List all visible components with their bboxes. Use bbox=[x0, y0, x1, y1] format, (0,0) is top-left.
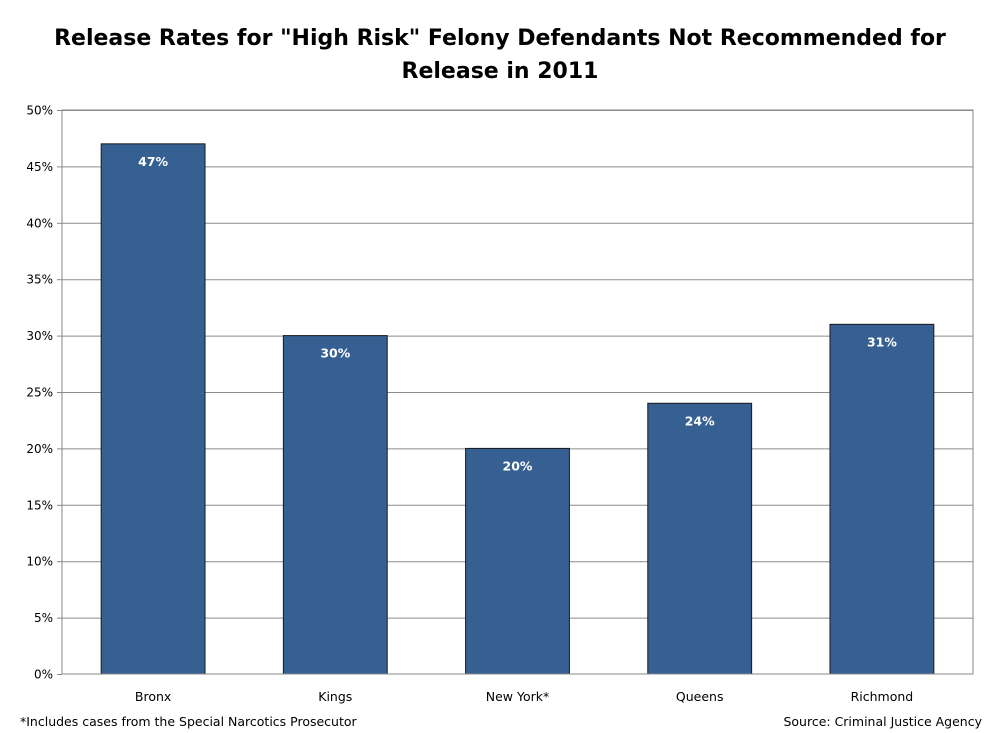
data-label: 30% bbox=[320, 346, 350, 361]
bar-new-york bbox=[465, 447, 570, 675]
bar-richmond bbox=[829, 323, 935, 675]
axes: 0% 5% 10% 15% 20% 25% 30% 35% 40% 45% 50% Bronx King… bbox=[26, 104, 974, 704]
y-tick-label: 40% bbox=[26, 216, 53, 230]
footnote: *Includes cases from the Special Narcoti… bbox=[20, 714, 357, 729]
x-category-label: Kings bbox=[318, 689, 352, 704]
x-category-label: Bronx bbox=[135, 689, 171, 704]
bar-kings bbox=[282, 335, 388, 675]
data-label: 24% bbox=[685, 413, 715, 428]
y-tick-label: 20% bbox=[26, 442, 53, 456]
data-label: 31% bbox=[867, 334, 897, 349]
bar-queens bbox=[647, 402, 753, 675]
x-category-label: Richmond bbox=[851, 689, 914, 704]
chart-title-line-2: Release in 2011 bbox=[401, 59, 599, 84]
y-tick-label: 45% bbox=[26, 160, 53, 174]
data-label: 47% bbox=[138, 154, 168, 169]
data-label: 20% bbox=[503, 458, 533, 473]
y-tick-label: 5% bbox=[34, 611, 53, 625]
y-tick-label: 25% bbox=[26, 386, 53, 400]
y-tick-label: 0% bbox=[34, 668, 53, 682]
x-category-label: New York* bbox=[486, 689, 550, 704]
bars: 47% 30% 20% 24% 31% bbox=[100, 143, 935, 675]
y-tick-label: 35% bbox=[26, 273, 53, 287]
y-tick-label: 50% bbox=[26, 104, 53, 118]
chart-title: Release Rates for "High Risk" Felony Def… bbox=[0, 22, 1000, 88]
chart-title-line-1: Release Rates for "High Risk" Felony Def… bbox=[54, 26, 946, 51]
bar-bronx bbox=[100, 143, 206, 675]
y-tick-label: 15% bbox=[26, 498, 53, 512]
source-note: Source: Criminal Justice Agency bbox=[783, 714, 982, 729]
y-tick-label: 30% bbox=[26, 329, 53, 343]
y-tick-label: 10% bbox=[26, 555, 53, 569]
x-category-label: Queens bbox=[676, 689, 724, 704]
